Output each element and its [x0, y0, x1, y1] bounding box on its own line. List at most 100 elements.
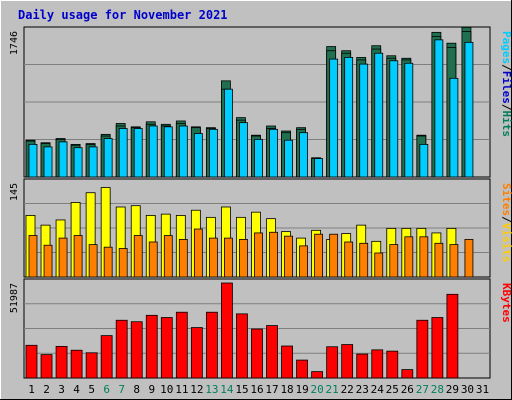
day-label-14: 14 [220, 383, 234, 396]
day-label-27: 27 [416, 383, 429, 396]
bar-kbytes-day-4 [70, 349, 83, 379]
bar-pages-day-5 [88, 146, 98, 178]
bar-sites-day-5 [88, 244, 98, 278]
bar-pages-day-15 [239, 122, 248, 178]
bar-kbytes-day-17 [266, 325, 278, 379]
bar-kbytes-day-29 [446, 293, 459, 379]
bar-pages-day-27 [419, 143, 429, 178]
bar-sites-day-13 [208, 237, 218, 278]
bar-pages-day-6 [103, 138, 113, 178]
bar-pages-day-14 [224, 88, 233, 178]
day-label-24: 24 [371, 383, 385, 396]
bar-kbytes-day-26 [401, 369, 414, 379]
axis-label-part: Hits [500, 111, 512, 138]
bar-kbytes-day-2 [40, 354, 53, 379]
axis-label-part: KBytes [500, 283, 512, 323]
day-label-10: 10 [160, 383, 173, 396]
bar-kbytes-day-6 [100, 335, 113, 379]
bar-kbytes-day-25 [386, 350, 399, 379]
bar-sites-day-25 [389, 244, 399, 278]
bar-pages-day-3 [58, 141, 68, 178]
bar-pages-day-2 [43, 146, 53, 178]
day-label-29: 29 [446, 383, 459, 396]
day-label-6: 6 [103, 383, 110, 396]
bar-kbytes-day-9 [145, 314, 158, 379]
bar-sites-day-2 [43, 244, 53, 278]
bar-sites-day-23 [359, 242, 369, 278]
bar-kbytes-day-28 [431, 317, 444, 379]
day-label-28: 28 [431, 383, 444, 396]
bar-pages-day-7 [118, 128, 128, 178]
bar-kbytes-day-21 [326, 346, 339, 379]
bar-sites-day-11 [178, 238, 188, 278]
axis-label-part: Pages [500, 31, 512, 64]
bar-sites-day-26 [404, 236, 414, 278]
bar-sites-day-3 [58, 237, 68, 278]
bar-pages-day-30 [464, 41, 474, 178]
bar-kbytes-day-22 [341, 344, 354, 379]
day-label-4: 4 [73, 383, 80, 396]
bar-pages-day-16 [254, 138, 263, 178]
ymax-label: 1746 [9, 31, 20, 55]
bar-sites-day-27 [419, 236, 429, 278]
bar-sites-day-24 [374, 252, 384, 278]
day-label-7: 7 [118, 383, 125, 396]
panel-visits-sites: 145 Sites/Visits [9, 178, 512, 278]
bar-sites-day-20 [314, 233, 324, 278]
bar-pages-day-10 [163, 126, 173, 178]
bar-sites-day-29 [449, 244, 459, 278]
bar-sites-day-28 [434, 242, 444, 278]
bar-sites-day-7 [118, 248, 128, 278]
day-label-9: 9 [148, 383, 155, 396]
bar-sites-day-17 [269, 231, 278, 278]
bar-pages-day-21 [329, 58, 339, 178]
bar-pages-day-19 [299, 132, 308, 178]
axis-label-hits-files-pages: Pages/Files/Hits [500, 31, 512, 137]
bar-pages-day-20 [314, 158, 324, 178]
bar-pages-day-9 [148, 125, 158, 178]
day-label-15: 15 [235, 383, 248, 396]
bar-sites-day-6 [103, 246, 113, 278]
bar-pages-day-8 [133, 128, 143, 178]
day-label-17: 17 [265, 383, 278, 396]
day-label-25: 25 [386, 383, 399, 396]
bar-sites-day-8 [133, 235, 143, 278]
bar-pages-day-13 [208, 128, 218, 178]
day-label-31: 31 [476, 383, 489, 396]
bar-kbytes-day-27 [416, 319, 429, 379]
bar-sites-day-14 [224, 237, 233, 278]
bar-kbytes-day-5 [85, 352, 98, 379]
chart-title: Daily usage for November 2021 [18, 8, 228, 22]
bar-sites-day-19 [299, 245, 308, 278]
axis-label-part: / [500, 216, 512, 223]
bar-pages-day-25 [389, 60, 399, 178]
bar-sites-day-1 [28, 235, 38, 278]
bar-kbytes-day-20 [311, 371, 324, 379]
day-label-5: 5 [88, 383, 95, 396]
bar-pages-day-24 [374, 52, 384, 178]
day-label-8: 8 [133, 383, 140, 396]
bar-pages-day-4 [73, 147, 83, 178]
axis-label-part: / [500, 104, 512, 111]
day-label-1: 1 [28, 383, 35, 396]
bar-kbytes-day-3 [55, 345, 68, 379]
bar-kbytes-day-7 [115, 319, 128, 379]
bar-sites-day-22 [344, 241, 354, 278]
axis-label-visits-sites: Sites/Visits [500, 183, 512, 263]
bar-sites-day-10 [163, 235, 173, 278]
day-label-23: 23 [356, 383, 369, 396]
day-label-20: 20 [311, 383, 324, 396]
bar-pages-day-29 [449, 77, 459, 178]
day-label-18: 18 [280, 383, 293, 396]
day-axis: 1 2 3 4 5 6 7 8 9 10 11 12 13 14 15 16 17 18 19 20 21 22 23 24 2… [28, 383, 489, 396]
bar-kbytes-day-19 [296, 359, 308, 379]
bar-kbytes-day-18 [281, 345, 293, 379]
bar-sites-day-4 [73, 235, 83, 278]
day-label-12: 12 [190, 383, 203, 396]
bar-kbytes-day-10 [160, 317, 173, 379]
bar-sites-day-15 [239, 238, 248, 278]
ymax-label: 145 [9, 183, 20, 201]
bar-kbytes-day-8 [130, 321, 143, 379]
